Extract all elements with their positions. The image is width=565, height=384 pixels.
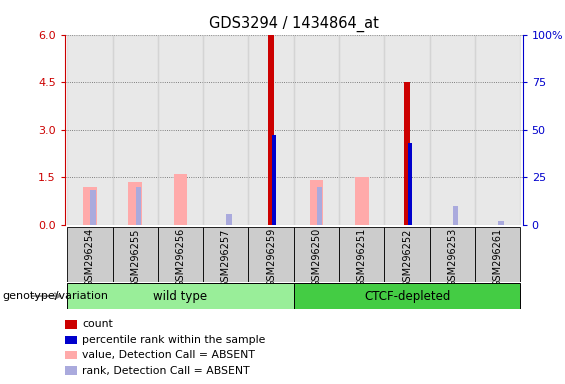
Bar <box>475 35 520 225</box>
Bar <box>67 227 112 282</box>
Bar <box>405 82 410 225</box>
Text: genotype/variation: genotype/variation <box>3 291 109 301</box>
Bar <box>294 283 520 309</box>
Bar <box>339 227 384 282</box>
Text: count: count <box>82 319 112 329</box>
Text: GSM296252: GSM296252 <box>402 228 412 288</box>
Bar <box>67 283 294 309</box>
Bar <box>272 135 276 225</box>
Bar <box>203 227 249 282</box>
Bar <box>249 227 294 282</box>
Bar <box>430 227 475 282</box>
Bar <box>317 187 323 225</box>
Bar <box>384 227 430 282</box>
Bar <box>158 35 203 225</box>
Bar <box>294 35 339 225</box>
Text: GSM296255: GSM296255 <box>130 228 140 288</box>
Text: GSM296257: GSM296257 <box>221 228 231 288</box>
Bar <box>475 227 520 282</box>
Bar <box>158 227 203 282</box>
Bar <box>136 187 141 225</box>
Text: GSM296259: GSM296259 <box>266 228 276 288</box>
Text: GSM296253: GSM296253 <box>447 228 458 288</box>
Bar <box>83 187 97 225</box>
Bar <box>249 35 294 225</box>
Text: value, Detection Call = ABSENT: value, Detection Call = ABSENT <box>82 350 255 360</box>
Bar <box>90 190 96 225</box>
Bar <box>203 35 249 225</box>
Bar <box>268 35 274 225</box>
Text: GSM296251: GSM296251 <box>357 228 367 288</box>
Bar <box>227 214 232 225</box>
Text: GSM296250: GSM296250 <box>311 228 321 288</box>
Text: CTCF-depleted: CTCF-depleted <box>364 290 450 303</box>
Title: GDS3294 / 1434864_at: GDS3294 / 1434864_at <box>209 16 379 32</box>
Text: GSM296254: GSM296254 <box>85 228 95 288</box>
Bar <box>67 35 112 225</box>
Bar <box>498 220 503 225</box>
Text: percentile rank within the sample: percentile rank within the sample <box>82 335 266 345</box>
Bar <box>453 206 458 225</box>
Text: wild type: wild type <box>154 290 207 303</box>
Bar <box>310 180 323 225</box>
Bar <box>355 177 368 225</box>
Bar <box>294 227 339 282</box>
Bar <box>112 35 158 225</box>
Bar <box>430 35 475 225</box>
Bar <box>339 35 384 225</box>
Text: rank, Detection Call = ABSENT: rank, Detection Call = ABSENT <box>82 366 250 376</box>
Text: GSM296256: GSM296256 <box>176 228 185 288</box>
Text: GSM296261: GSM296261 <box>493 228 503 287</box>
Bar <box>173 174 188 225</box>
Bar <box>408 143 412 225</box>
Bar <box>384 35 430 225</box>
Bar <box>112 227 158 282</box>
Bar <box>128 182 142 225</box>
